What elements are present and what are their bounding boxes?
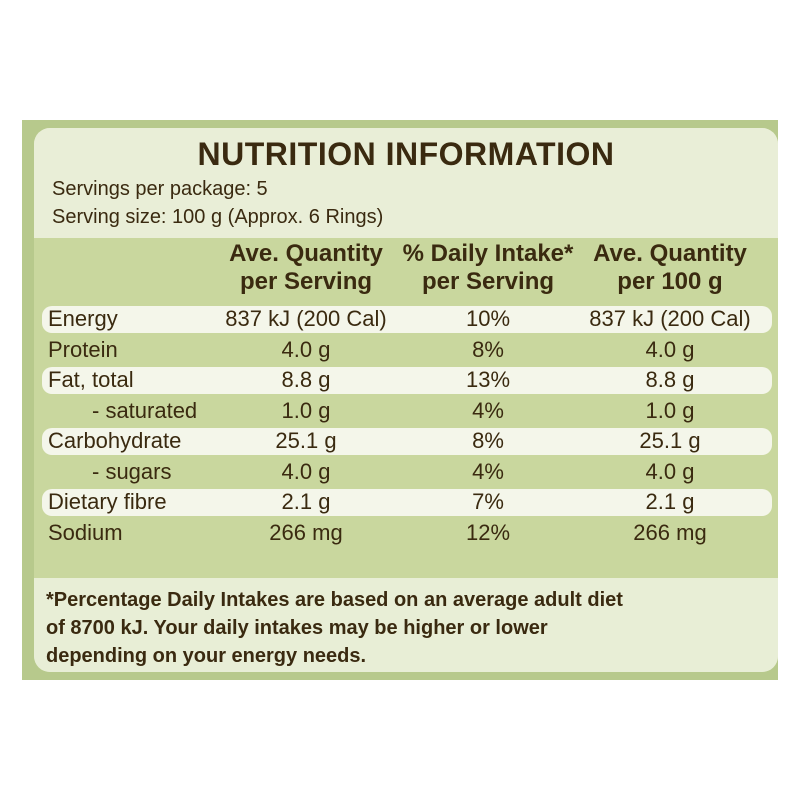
nutrient-name: Dietary fibre	[48, 489, 167, 514]
table-row-energy: Energy 837 kJ (200 Cal) 10% 837 kJ (200 …	[34, 304, 778, 335]
per-100g-value: 4.0 g	[645, 336, 695, 362]
daily-intake-value: 10%	[465, 306, 511, 331]
daily-intake-value: 12%	[465, 519, 511, 545]
table-row-carbohydrate: Carbohydrate 25.1 g 8% 25.1 g	[34, 426, 778, 457]
per-serving-value: 8.8 g	[281, 367, 331, 392]
column-header-line: % Daily Intake*	[402, 240, 574, 267]
column-header-per-100g: Ave. Quantity per 100 g	[580, 240, 760, 296]
page-title: NUTRITION INFORMATION	[197, 136, 615, 172]
table-row-protein: Protein 4.0 g 8% 4.0 g	[34, 335, 778, 366]
daily-intake-value: 8%	[472, 428, 504, 453]
per-serving-value: 2.1 g	[281, 489, 331, 514]
daily-intake-value: 7%	[472, 489, 504, 514]
servings-per-package: Servings per package: 5	[52, 178, 268, 200]
nutrient-name: - saturated	[92, 397, 198, 423]
nutrient-name: Fat, total	[48, 367, 134, 392]
per-serving-value: 4.0 g	[281, 336, 331, 362]
footer-zone	[34, 578, 778, 672]
column-header-per-serving: Ave. Quantity per Serving	[216, 240, 396, 296]
per-serving-value: 4.0 g	[281, 458, 331, 484]
per-serving-value: 837 kJ (200 Cal)	[225, 306, 387, 331]
nutrient-name: Protein	[48, 336, 118, 362]
footnote-line: *Percentage Daily Intakes are based on a…	[46, 589, 623, 611]
per-100g-value: 266 mg	[633, 519, 707, 545]
column-header-line: per Serving	[421, 268, 555, 295]
nutrient-name: Energy	[48, 306, 118, 331]
daily-intake-value: 13%	[465, 367, 511, 392]
per-serving-value: 266 mg	[269, 519, 343, 545]
column-header-line: Ave. Quantity	[229, 240, 383, 267]
daily-intake-footnote: *Percentage Daily Intakes are based on a…	[46, 586, 766, 670]
nutrition-info-card: NUTRITION INFORMATION Servings per packa…	[34, 128, 778, 672]
nutrient-name: - sugars	[92, 458, 172, 484]
daily-intake-value: 4%	[472, 458, 504, 484]
nutrition-table: Energy 837 kJ (200 Cal) 10% 837 kJ (200 …	[34, 304, 778, 548]
column-header-line: per Serving	[239, 268, 373, 295]
table-row-saturated: - saturated 1.0 g 4% 1.0 g	[34, 396, 778, 427]
per-100g-value: 2.1 g	[645, 489, 695, 514]
daily-intake-value: 4%	[472, 397, 504, 423]
daily-intake-value: 8%	[472, 336, 504, 362]
per-serving-value: 1.0 g	[281, 397, 331, 423]
per-100g-value: 4.0 g	[645, 458, 695, 484]
per-100g-value: 25.1 g	[639, 428, 701, 453]
table-row-fat-total: Fat, total 8.8 g 13% 8.8 g	[34, 365, 778, 396]
per-100g-value: 837 kJ (200 Cal)	[589, 306, 751, 331]
per-serving-value: 25.1 g	[275, 428, 337, 453]
column-header-line: Ave. Quantity	[593, 240, 747, 267]
per-100g-value: 8.8 g	[645, 367, 695, 392]
column-header-line: per 100 g	[617, 268, 723, 295]
table-row-dietary-fibre: Dietary fibre 2.1 g 7% 2.1 g	[34, 487, 778, 518]
serving-size: Serving size: 100 g (Approx. 6 Rings)	[52, 206, 384, 228]
nutrient-name: Carbohydrate	[48, 428, 182, 453]
table-row-sodium: Sodium 266 mg 12% 266 mg	[34, 518, 778, 549]
footnote-line: depending on your energy needs.	[46, 645, 367, 667]
nutrient-name: Sodium	[48, 519, 123, 545]
table-row-sugars: - sugars 4.0 g 4% 4.0 g	[34, 457, 778, 488]
footnote-line: of 8700 kJ. Your daily intakes may be hi…	[46, 617, 548, 639]
column-header-daily-intake: % Daily Intake* per Serving	[398, 240, 578, 296]
per-100g-value: 1.0 g	[645, 397, 695, 423]
header-zone	[34, 128, 778, 238]
table-zone	[34, 238, 778, 578]
